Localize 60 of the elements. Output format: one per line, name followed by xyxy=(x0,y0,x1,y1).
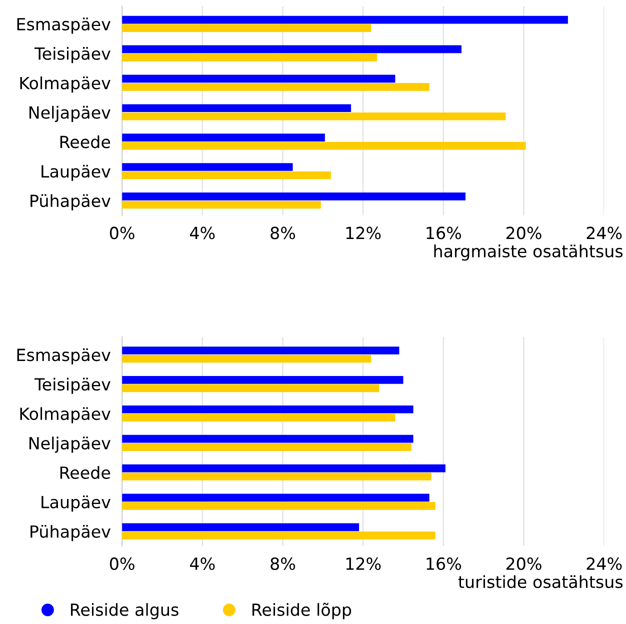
bar xyxy=(122,104,352,112)
legend-label: Reiside lõpp xyxy=(252,602,352,620)
y-tick-label: Reede xyxy=(60,135,110,148)
bar xyxy=(122,472,432,480)
bar xyxy=(122,112,506,120)
y-tick-label: Pühapäev xyxy=(30,524,110,542)
bar xyxy=(122,16,568,24)
bar xyxy=(122,171,331,180)
y-tick-label: Kolmapäev xyxy=(20,76,110,93)
bar xyxy=(122,494,430,502)
y-tick-label: Teisipäev xyxy=(34,47,110,64)
y-tick-label: Neljapäev xyxy=(29,106,110,122)
x-tick-label: 0% xyxy=(110,557,134,570)
x-tick-label: 4% xyxy=(190,226,215,240)
bar xyxy=(122,74,396,83)
bar xyxy=(122,24,372,32)
bar xyxy=(122,531,436,540)
bar xyxy=(122,464,446,472)
y-tick-label: Kolmapäev xyxy=(20,407,110,424)
bar xyxy=(122,54,378,62)
y-tick-label: Teisipäev xyxy=(34,378,110,394)
y-tick-label: Laupäev xyxy=(42,496,110,512)
bar xyxy=(122,376,404,384)
bar xyxy=(122,45,462,54)
bar xyxy=(122,414,396,422)
bar xyxy=(122,434,414,443)
x-tick-label: 8% xyxy=(270,226,296,240)
x-tick-label: 16% xyxy=(426,226,462,240)
y-tick-label: Esmaspäev xyxy=(17,348,110,364)
x-tick-label: 12% xyxy=(346,226,381,240)
x-tick-label: 4% xyxy=(190,557,215,570)
bar xyxy=(122,443,412,451)
x-tick-label: 16% xyxy=(426,557,462,570)
x-axis-title: hargmaiste osatähtsus xyxy=(434,244,623,261)
x-axis-title: turistide osatähtsus xyxy=(458,575,623,588)
x-tick-label: 12% xyxy=(346,557,381,570)
bar xyxy=(122,346,400,354)
bar xyxy=(122,405,414,414)
bar xyxy=(122,142,526,150)
x-tick-label: 8% xyxy=(270,557,296,570)
legend-label: Reiside algus xyxy=(70,603,178,620)
bar xyxy=(122,134,325,142)
x-tick-label: 20% xyxy=(506,226,542,240)
y-tick-label: Neljapäev xyxy=(29,436,110,453)
x-tick-label: 24% xyxy=(586,226,622,240)
y-tick-label: Esmaspäev xyxy=(17,18,110,34)
bar xyxy=(122,523,360,532)
y-tick-label: Reede xyxy=(60,466,110,479)
x-tick-label: 20% xyxy=(506,557,542,570)
bar xyxy=(122,82,430,91)
bar xyxy=(122,163,293,171)
y-tick-label: Pühapäev xyxy=(30,194,110,210)
x-tick-label: 24% xyxy=(586,557,622,570)
bar xyxy=(122,354,372,363)
bar xyxy=(122,502,436,510)
bar xyxy=(122,384,380,392)
bar xyxy=(122,200,321,209)
y-tick-label: Laupäev xyxy=(42,164,110,181)
x-tick-label: 0% xyxy=(110,226,134,240)
bar xyxy=(122,192,466,200)
